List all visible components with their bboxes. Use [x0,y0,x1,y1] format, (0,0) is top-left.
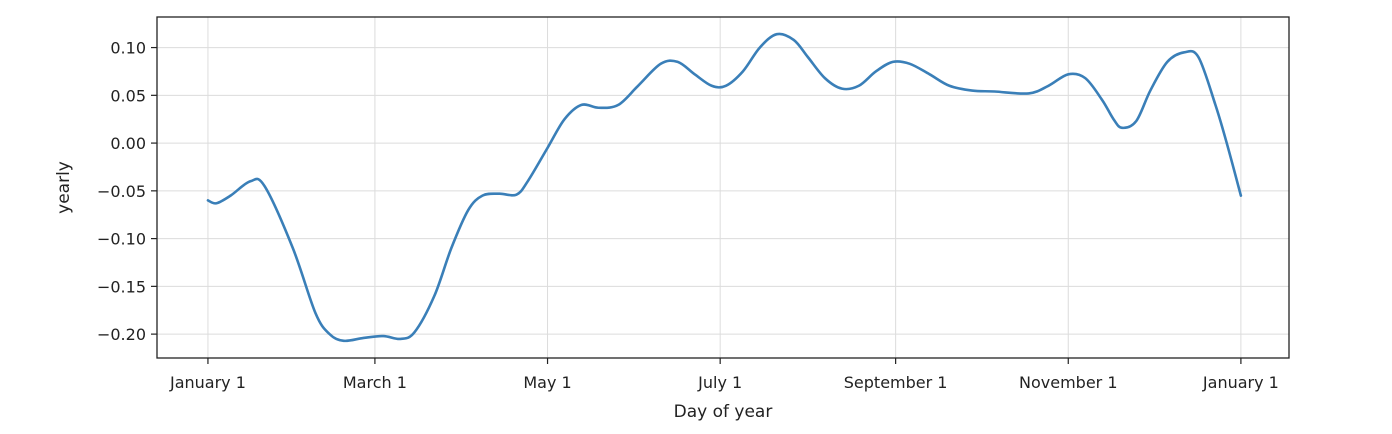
x-tick-label: September 1 [844,373,948,392]
y-tick-label: −0.05 [97,182,146,201]
y-tick-label: −0.15 [97,277,146,296]
x-tick-label: January 1 [169,373,246,392]
x-tick-label: January 1 [1202,373,1279,392]
series-layer [206,32,1243,343]
x-tick-label: November 1 [1019,373,1118,392]
x-axis-label: Day of year [674,402,773,422]
axis-ticks: January 1 March 1 May 1 July 1 September 1 No… [97,39,1279,392]
y-tick-label: −0.20 [97,325,146,344]
yearly-series-line [206,32,1243,343]
y-tick-label: 0.10 [110,39,146,58]
grid-lines [157,17,1289,358]
y-tick-label: 0.00 [110,134,146,153]
y-tick-label: 0.05 [110,86,146,105]
plot-frame [156,16,1290,359]
x-tick-label: May 1 [523,373,571,392]
y-tick-label: −0.10 [97,230,146,249]
x-tick-label: March 1 [343,373,407,392]
x-tick-label: July 1 [697,373,742,392]
y-axis-label: yearly [54,161,74,214]
